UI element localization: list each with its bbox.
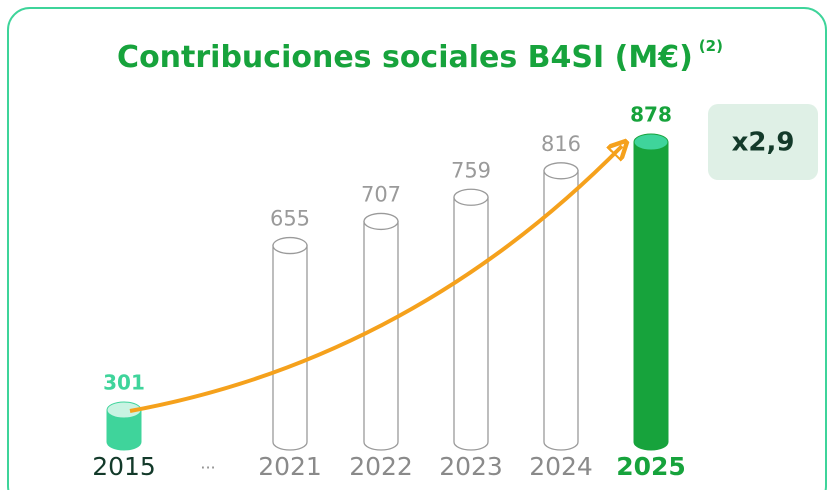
annotation: x2,9 xyxy=(732,128,795,158)
bar-top xyxy=(633,133,669,151)
value-label: 878 xyxy=(630,103,672,127)
title-text: Contribuciones sociales B4SI (M€) xyxy=(117,40,693,75)
annotation-box xyxy=(708,104,818,180)
card xyxy=(7,7,827,494)
x-tick-label: 2015 xyxy=(92,452,156,481)
x-tick-label: 2024 xyxy=(529,452,593,481)
bar xyxy=(272,244,308,451)
bar xyxy=(453,196,489,451)
bar xyxy=(363,220,399,451)
x-tick-label: 2021 xyxy=(258,452,322,481)
chart-title: Contribuciones sociales B4SI (M€) (2) xyxy=(117,37,723,75)
x-tick-label: ... xyxy=(200,454,215,473)
bar-top xyxy=(543,162,579,180)
bar-top xyxy=(272,236,308,255)
growth-arrow xyxy=(129,146,622,413)
x-tick-label: 2022 xyxy=(349,452,413,481)
x-tick-label: 2023 xyxy=(439,452,503,481)
value-label: 655 xyxy=(270,207,310,231)
bar xyxy=(633,141,669,451)
bar-top xyxy=(363,212,399,231)
x-tick-label: 2025 xyxy=(616,452,686,481)
bar-top xyxy=(453,188,489,206)
bar xyxy=(543,170,579,451)
value-label: 816 xyxy=(541,132,581,156)
value-label: 301 xyxy=(103,371,145,395)
value-label: 759 xyxy=(451,158,491,182)
title-note: (2) xyxy=(699,37,723,55)
bar xyxy=(106,409,142,451)
value-label: 707 xyxy=(361,182,401,206)
